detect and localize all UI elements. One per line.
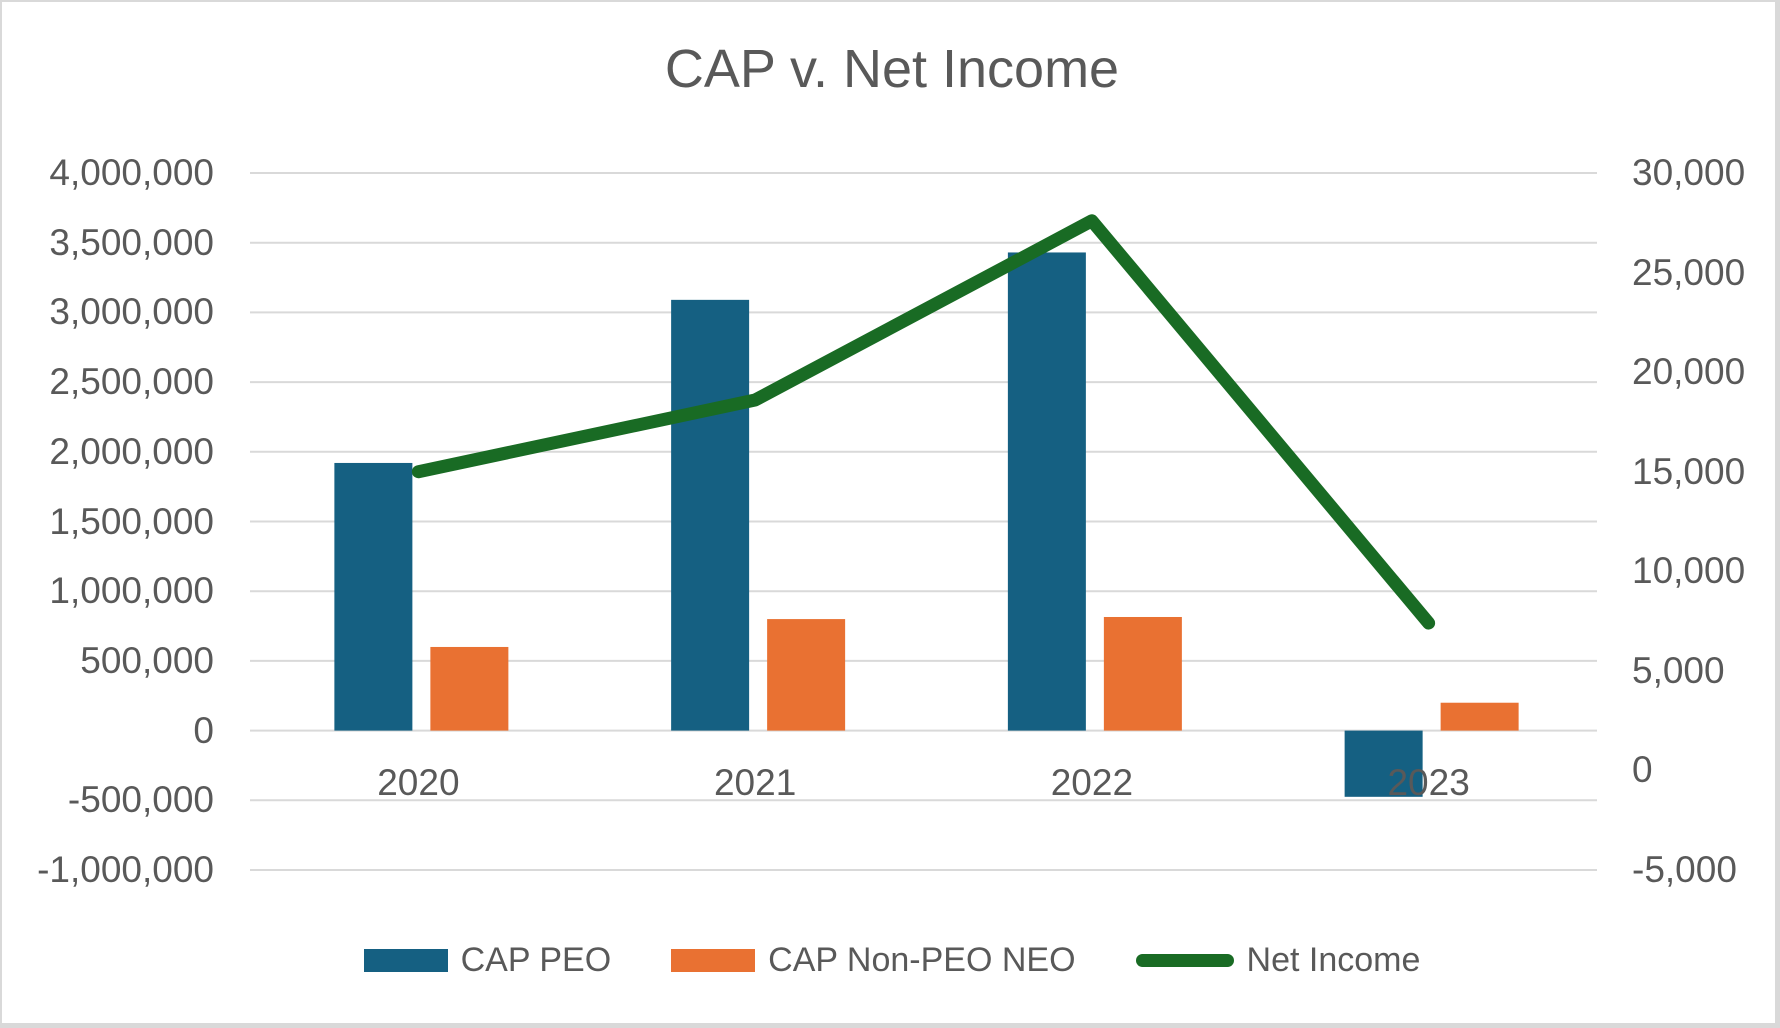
legend-label-cap-non-peo-neo: CAP Non-PEO NEO: [768, 941, 1076, 979]
cap-peo-bar-2023: [1344, 730, 1423, 797]
legend-swatch-cap-peo: [363, 948, 448, 972]
y-axis-left-tick-label: 0: [193, 709, 214, 751]
legend-item-cap-peo: CAP PEO: [363, 940, 612, 980]
y-axis-left-tick-label: 3,500,000: [49, 221, 214, 263]
cap-non-peo-neo-bar-2021: [767, 619, 846, 731]
x-category-label-2022: 2022: [1050, 762, 1134, 803]
legend-swatch-cap-non-peo-neo: [671, 948, 756, 972]
cap-peo-bar-2020: [334, 462, 413, 731]
x-category-label-2023: 2023: [1387, 762, 1470, 803]
legend-label-net-income: Net Income: [1246, 941, 1421, 979]
y-axis-left-tick-label: 1,000,000: [49, 570, 214, 612]
y-axis-right-tick-label: 20,000: [1632, 351, 1746, 393]
y-axis-right-tick-label: 10,000: [1632, 550, 1746, 592]
y-axis-right-tick-label: 0: [1632, 749, 1653, 791]
legend: CAP PEO CAP Non-PEO NEO Net Income: [2, 940, 1775, 980]
y-axis-left-tick-label: 3,000,000: [49, 291, 214, 333]
cap-non-peo-neo-bar-2020: [430, 646, 509, 731]
y-axis-right-tick-label: 15,000: [1632, 450, 1746, 492]
y-axis-left-tick-label: 4,000,000: [49, 152, 214, 193]
cap-peo-bar-2021: [671, 299, 750, 731]
x-category-label-2021: 2021: [713, 762, 797, 803]
legend-label-cap-peo: CAP PEO: [460, 941, 612, 979]
cap-non-peo-neo-bar-2022: [1103, 616, 1182, 731]
y-axis-right-tick-label: 25,000: [1632, 251, 1746, 293]
legend-swatch-net-income: [1135, 953, 1234, 967]
cap-non-peo-neo-bar-2023: [1440, 702, 1519, 731]
legend-item-cap-non-peo-neo: CAP Non-PEO NEO: [671, 940, 1076, 980]
plot-area: [250, 172, 1597, 871]
y-axis-left-tick-label: 2,500,000: [49, 361, 214, 403]
net-income-line: [411, 214, 1436, 630]
y-axis-right-tick-label: -5,000: [1632, 849, 1737, 890]
legend-item-net-income: Net Income: [1135, 940, 1421, 980]
y-axis-left-tick-label: -500,000: [67, 779, 214, 821]
y-axis-left-tick-label: 500,000: [80, 639, 214, 681]
y-axis-left-tick-label: -1,000,000: [37, 849, 214, 890]
y-axis-right-tick-label: 5,000: [1632, 649, 1725, 691]
cap-peo-bar-2022: [1007, 252, 1086, 731]
x-category-label-2020: 2020: [377, 762, 460, 803]
y-axis-left-tick-label: 2,000,000: [49, 430, 214, 472]
chart-title: CAP v. Net Income: [664, 39, 1120, 99]
y-axis-left-tick-label: 1,500,000: [49, 500, 214, 542]
y-axis-right-tick-label: 30,000: [1632, 152, 1746, 193]
